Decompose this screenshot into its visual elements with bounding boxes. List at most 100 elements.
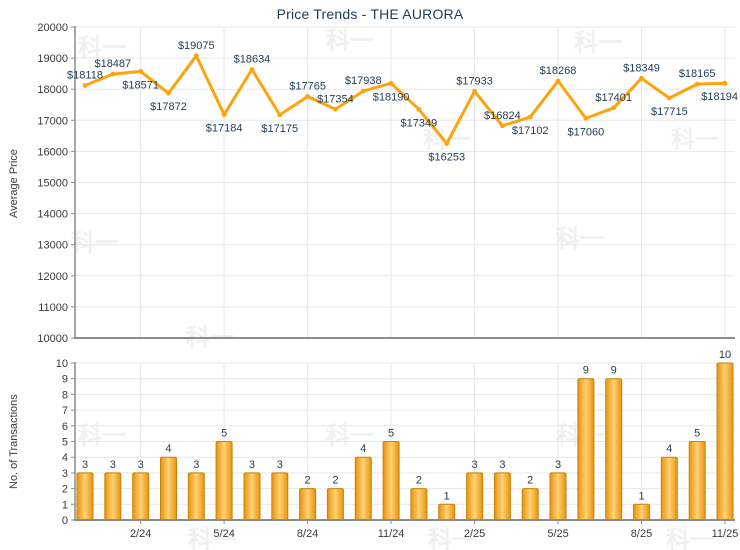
price-point [694,81,700,87]
price-point-label: $18268 [540,65,577,77]
price-point [277,112,283,118]
price-point-label: $17060 [568,126,605,138]
transaction-bar-label: 5 [221,428,227,440]
transaction-bar-label: 3 [110,459,116,471]
transactions-y-tick-label: 2 [62,484,68,496]
transaction-bar [299,488,317,521]
transaction-bar [243,472,261,521]
price-point [138,69,144,74]
transaction-bar-label: 1 [638,490,644,502]
transactions-axis-title: No. of Transactions [8,394,20,489]
price-point-label: $17715 [651,106,688,118]
transactions-x-tick-label: 2/24 [130,528,151,540]
transaction-bar-label: 5 [388,428,394,440]
price-point [639,75,644,81]
price-point-label: $18165 [679,68,716,80]
transaction-bar [187,472,205,521]
price-point [166,90,171,96]
transactions-y-tick-label: 10 [56,358,68,370]
transaction-bar [466,472,484,521]
transaction-bar [326,488,344,521]
transaction-bar-label: 2 [527,475,533,487]
transactions-x-tick-label: 5/25 [547,528,568,540]
price-point [722,80,728,86]
watermark: 科一 [188,526,236,550]
price-point-label: $17933 [456,75,493,87]
watermark: 科一 [78,422,126,450]
transactions-y-tick-label: 9 [62,374,68,386]
transaction-bar-label: 3 [249,459,255,471]
price-point-label: $16253 [428,152,465,164]
price-point [611,105,617,111]
watermark: 科一 [71,229,119,257]
price-point-label: $17401 [595,92,632,104]
price-point [472,88,477,94]
transaction-bar-label: 9 [611,365,617,377]
transaction-bar [382,441,400,521]
price-point-label: $16824 [484,110,521,122]
transaction-bar [160,456,177,521]
transactions-y-tick-label: 1 [62,499,68,511]
price-y-tick-label: 18000 [37,84,68,96]
watermark: 科一 [556,225,604,253]
transaction-bar-label: 3 [499,459,505,471]
price-point-label: $18571 [122,79,159,91]
transactions-y-tick-label: 6 [62,421,68,433]
transaction-bar-label: 10 [719,349,731,361]
price-point-label: $17938 [345,75,382,87]
transaction-bar-label: 1 [444,490,450,502]
price-point-label: $18349 [623,62,660,74]
transactions-x-tick-label: 8/24 [297,528,318,540]
transaction-bar [354,456,372,521]
transaction-bar [633,503,650,521]
price-y-tick-label: 19000 [37,53,68,65]
price-point [416,107,422,112]
transactions-x-tick-label: 2/25 [464,528,485,540]
price-point-label: $19075 [178,40,215,52]
price-point-label: $17354 [317,93,354,105]
transaction-bar [410,488,428,521]
price-point-label: $17349 [401,117,438,129]
chart-title: Price Trends - THE AURORA [276,6,464,22]
price-point [666,95,672,101]
price-point-label: $17175 [261,123,298,135]
transaction-bar [271,472,289,521]
transactions-y-tick-label: 7 [62,405,68,417]
transaction-bar-label: 2 [305,475,311,487]
price-y-tick-label: 14000 [37,209,68,221]
price-point [333,106,338,112]
transaction-bar [215,441,233,521]
transactions-y-tick-label: 8 [62,389,68,401]
transaction-bar-label: 3 [277,459,283,471]
price-point [583,116,589,121]
watermark: 科一 [671,126,719,154]
watermark: 科一 [78,34,126,62]
transaction-bar [549,472,567,521]
transactions-x-tick-label: 11/25 [712,528,739,540]
price-y-tick-label: 10000 [37,333,68,345]
transaction-bar [660,456,678,521]
transaction-bar [438,503,456,521]
price-point [444,141,450,146]
price-line [83,54,727,145]
transaction-bar-label: 3 [193,459,199,471]
price-point [388,80,394,86]
price-y-tick-label: 16000 [37,146,68,158]
transactions-x-tick-label: 11/24 [378,528,405,540]
price-point [305,94,311,99]
transaction-bar-label: 4 [165,443,171,455]
transaction-bar [605,378,623,521]
transaction-bar [132,472,150,521]
transactions-y-tick-label: 0 [62,515,68,527]
price-y-tick-label: 13000 [37,240,68,252]
transaction-bar-label: 9 [583,365,589,377]
price-y-tick-label: 11000 [38,302,68,314]
price-y-tick-label: 20000 [37,22,68,34]
price-point-label: $17102 [512,125,549,137]
transactions-y-tick-label: 3 [62,468,68,480]
watermark: 科一 [428,526,476,550]
price-point [555,78,561,84]
transaction-bar [521,488,539,521]
transaction-bar-label: 3 [82,459,88,471]
